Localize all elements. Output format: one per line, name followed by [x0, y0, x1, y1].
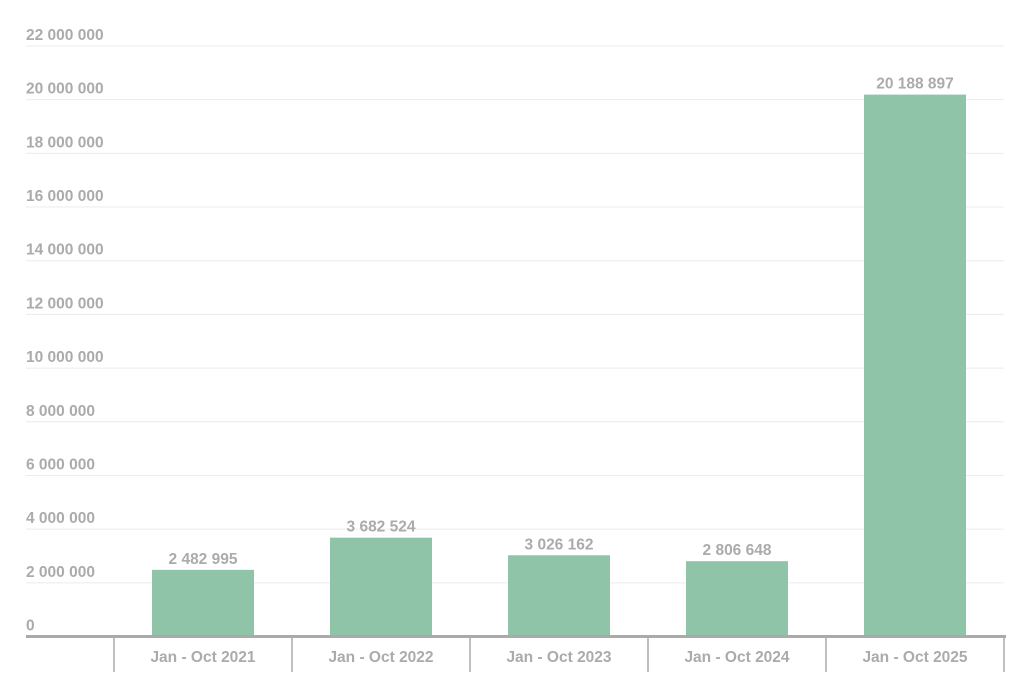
- bar: [508, 555, 610, 637]
- y-tick-label: 20 000 000: [26, 81, 104, 98]
- data-label: 2 482 995: [169, 551, 238, 568]
- data-label: 3 026 162: [525, 536, 594, 553]
- x-tick-label: Jan - Oct 2025: [862, 649, 967, 666]
- x-tick-label: Jan - Oct 2024: [684, 649, 789, 666]
- data-label: 20 188 897: [876, 76, 954, 93]
- x-tick-label: Jan - Oct 2022: [328, 649, 433, 666]
- y-tick-label: 22 000 000: [26, 27, 104, 44]
- y-tick-label: 0: [26, 618, 35, 635]
- y-tick-label: 12 000 000: [26, 295, 104, 312]
- y-tick-label: 8 000 000: [26, 403, 95, 420]
- y-tick-label: 2 000 000: [26, 564, 95, 581]
- bar: [864, 94, 966, 637]
- y-tick-label: 10 000 000: [26, 349, 104, 366]
- y-tick-label: 18 000 000: [26, 134, 104, 151]
- bar: [686, 561, 788, 637]
- y-tick-label: 4 000 000: [26, 510, 95, 527]
- data-label: 3 682 524: [347, 519, 416, 536]
- x-tick-label: Jan - Oct 2021: [150, 649, 255, 666]
- x-tick-label: Jan - Oct 2023: [506, 649, 611, 666]
- bar: [152, 569, 254, 637]
- bar: [330, 537, 432, 637]
- y-tick-label: 6 000 000: [26, 456, 95, 473]
- y-tick-label: 14 000 000: [26, 242, 104, 259]
- data-label: 2 806 648: [703, 542, 772, 559]
- y-tick-label: 16 000 000: [26, 188, 104, 205]
